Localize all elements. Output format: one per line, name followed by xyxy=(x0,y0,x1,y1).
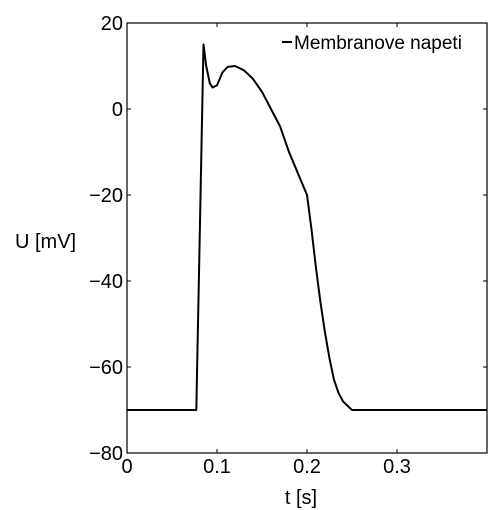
plot-area xyxy=(126,22,488,454)
y-tick-label: −20 xyxy=(89,185,123,207)
x-tick-label: 0.3 xyxy=(383,456,411,478)
legend: Membranove napeti xyxy=(282,33,462,54)
x-tick-label: 0 xyxy=(121,456,132,478)
y-axis-label: U [mV] xyxy=(15,231,76,253)
x-tick-label: 0.1 xyxy=(203,456,231,478)
y-axis-ticks: −80 −60 −40 −20 0 20 xyxy=(89,13,487,465)
y-tick-label: −60 xyxy=(89,357,123,379)
series-line-0 xyxy=(127,43,487,411)
y-tick-label: 20 xyxy=(101,13,123,35)
y-tick-label: −40 xyxy=(89,271,123,293)
axes-frame xyxy=(126,22,488,454)
x-axis-ticks: 0 0.1 0.2 0.3 xyxy=(121,23,411,478)
x-axis-label: t [s] xyxy=(285,487,317,509)
y-tick-label: 0 xyxy=(112,99,123,121)
legend-label: Membranove napeti xyxy=(294,33,462,54)
y-tick-label: −80 xyxy=(89,443,123,465)
x-tick-label: 0.2 xyxy=(293,456,321,478)
